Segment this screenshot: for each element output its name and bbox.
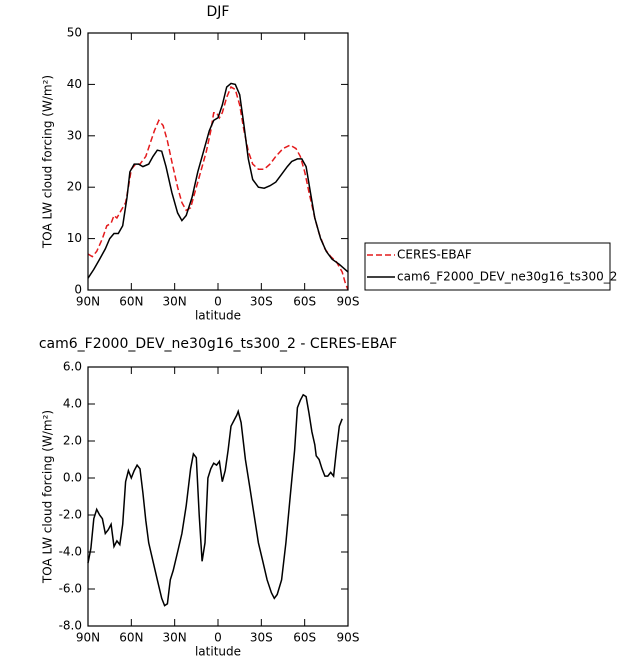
x-tick-label: 90S xyxy=(337,631,360,645)
x-tick-label: 60S xyxy=(293,295,316,309)
x-tick-label: 60N xyxy=(119,295,143,309)
chart-title: cam6_F2000_DEV_ne30g16_ts300_2 - CERES-E… xyxy=(39,336,397,352)
y-tick-label: -6.0 xyxy=(59,582,82,596)
y-tick-label: -2.0 xyxy=(59,508,82,522)
y-tick-label: 10 xyxy=(67,231,82,245)
y-tick-label: 6.0 xyxy=(63,360,82,374)
x-tick-label: 30N xyxy=(163,631,187,645)
x-tick-label: 90N xyxy=(76,631,100,645)
x-axis-label: latitude xyxy=(195,309,241,323)
x-tick-label: 30N xyxy=(163,295,187,309)
x-tick-label: 60N xyxy=(119,631,143,645)
y-tick-label: 0.0 xyxy=(63,471,82,485)
x-tick-label: 60S xyxy=(293,631,316,645)
x-tick-label: 90N xyxy=(76,295,100,309)
data-line xyxy=(87,82,349,279)
x-tick-label: 0 xyxy=(214,295,222,309)
legend-label: cam6_F2000_DEV_ne30g16_ts300_2 xyxy=(397,270,617,284)
legend-label: CERES-EBAF xyxy=(397,248,472,262)
y-tick-label: 50 xyxy=(67,26,82,40)
legend-box xyxy=(364,242,611,291)
x-tick-label: 30S xyxy=(250,631,273,645)
y-axis-label: TOA LW cloud forcing (W/m²) xyxy=(41,410,55,584)
plot-frame xyxy=(87,32,349,291)
x-tick-label: 30S xyxy=(250,295,273,309)
chart-title: DJF xyxy=(207,4,230,20)
y-tick-label: 40 xyxy=(67,77,82,91)
y-axis-label: TOA LW cloud forcing (W/m²) xyxy=(41,75,55,249)
y-tick-label: 4.0 xyxy=(63,397,82,411)
x-tick-label: 90S xyxy=(337,295,360,309)
y-tick-label: -4.0 xyxy=(59,545,82,559)
y-tick-label: 0 xyxy=(74,283,82,297)
y-tick-label: -8.0 xyxy=(59,619,82,633)
x-axis-label: latitude xyxy=(195,645,241,659)
plot-frame xyxy=(87,366,349,627)
y-tick-label: 20 xyxy=(67,180,82,194)
y-tick-label: 2.0 xyxy=(63,434,82,448)
data-line xyxy=(87,393,343,607)
x-tick-label: 0 xyxy=(214,631,222,645)
y-tick-label: 30 xyxy=(67,128,82,142)
